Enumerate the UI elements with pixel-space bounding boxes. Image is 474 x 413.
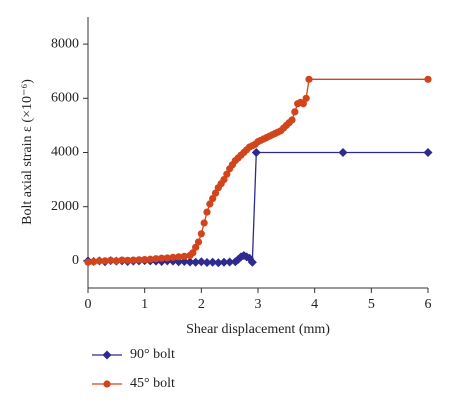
marker [219, 257, 229, 267]
marker [169, 253, 177, 261]
marker [223, 170, 231, 178]
marker [84, 258, 92, 266]
series-line [87, 151, 428, 265]
marker [305, 75, 313, 83]
marker [135, 256, 143, 264]
marker [152, 255, 160, 263]
x-tick-label: 4 [311, 297, 318, 312]
marker [209, 194, 217, 203]
legend-label: 90° bolt [130, 347, 175, 362]
marker [118, 256, 126, 264]
marker [197, 230, 205, 238]
marker [196, 257, 206, 267]
marker [213, 258, 223, 268]
marker [191, 257, 201, 267]
marker [101, 257, 109, 265]
marker [175, 253, 183, 261]
y-axis-label: Bolt axial strain ε (×10⁻⁶) [20, 79, 35, 225]
y-tick-label: 6000 [51, 91, 79, 106]
marker [202, 258, 212, 268]
marker [288, 116, 296, 124]
x-tick-label: 3 [255, 297, 262, 312]
marker [203, 208, 211, 216]
marker [185, 257, 195, 267]
marker [302, 94, 310, 102]
x-tick-label: 2 [198, 297, 205, 312]
marker [192, 243, 200, 251]
marker [211, 189, 220, 197]
marker [107, 256, 115, 264]
marker [163, 254, 171, 262]
marker [95, 257, 103, 265]
marker [220, 176, 228, 184]
y-tick-label: 2000 [51, 199, 79, 214]
x-tick-label: 5 [368, 297, 375, 312]
marker [291, 108, 299, 116]
marker [194, 238, 203, 246]
marker [338, 148, 348, 157]
marker [189, 249, 197, 257]
marker [251, 148, 261, 157]
y-tick-label: 0 [72, 253, 79, 268]
marker [141, 255, 149, 264]
legend-marker [102, 350, 112, 360]
marker [146, 255, 154, 263]
x-tick-label: 6 [425, 297, 432, 312]
marker [423, 148, 433, 157]
series-line [87, 78, 428, 263]
marker [112, 257, 120, 265]
marker [129, 256, 137, 264]
y-tick-label: 8000 [51, 36, 79, 51]
marker [299, 100, 307, 108]
marker [158, 254, 166, 262]
marker [247, 257, 257, 267]
y-tick-label: 4000 [51, 145, 79, 160]
marker [179, 256, 189, 266]
legend-label: 45° bolt [130, 376, 175, 391]
x-axis-label: Shear displacement (mm) [186, 322, 330, 337]
marker [124, 256, 132, 264]
marker [206, 200, 214, 208]
marker [180, 252, 188, 260]
marker [90, 258, 98, 266]
legend-marker [103, 380, 111, 388]
marker [225, 257, 235, 267]
x-tick-label: 1 [141, 297, 148, 312]
marker [424, 75, 432, 83]
marker [200, 219, 208, 227]
marker [208, 257, 218, 267]
x-tick-label: 0 [85, 297, 92, 312]
